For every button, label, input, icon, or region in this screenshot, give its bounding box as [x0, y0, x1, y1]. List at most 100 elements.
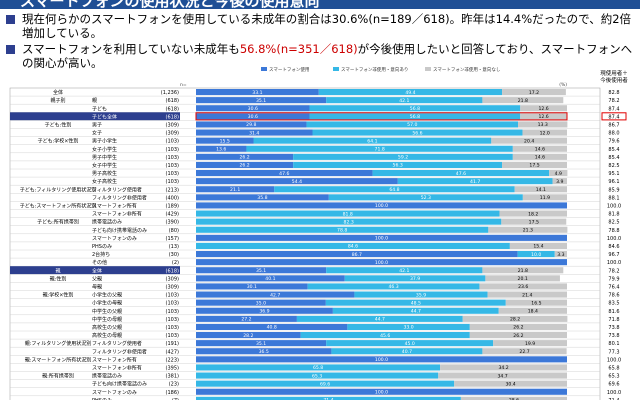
row-n-value: (157) [166, 236, 179, 242]
bar-segment [300, 332, 470, 339]
bar-segment [491, 137, 567, 144]
bar-segment [462, 315, 568, 322]
row-n-value: (427) [166, 349, 179, 355]
row-label: 中学生の母親 [92, 316, 122, 323]
bar-data-label: 26.2 [239, 155, 249, 161]
percent-unit-label: (%) [559, 82, 567, 88]
row-group-label: 親子別 [50, 97, 65, 104]
row-total-value: 87.4 [608, 114, 619, 120]
bar-data-label: 56.8 [410, 106, 420, 112]
bar-data-label: 54.4 [292, 179, 302, 185]
bar-data-label: 21.3 [523, 228, 533, 234]
bar-data-label: 86.7 [352, 252, 362, 258]
bar-data-label: 42.7 [270, 292, 280, 298]
bar-segment [309, 113, 521, 120]
row-group-label: 親 [55, 267, 60, 274]
bar-data-label: 30.4 [505, 381, 515, 387]
bar-data-label: 34.7 [498, 373, 508, 379]
row-total-value: 82.5 [608, 163, 619, 169]
row-n-value: (30) [169, 252, 179, 258]
title-bar: スマートフォンの使用状況と今後の使用意向 [0, 0, 640, 9]
bar-data-label: 52.3 [421, 195, 431, 201]
bar-data-label: 30.6 [248, 106, 258, 112]
bar-segment [196, 129, 313, 136]
row-n-value: (23) [169, 382, 179, 388]
bar-segment [307, 283, 480, 290]
bar-data-label: 82.3 [344, 219, 354, 225]
bar-segment [482, 97, 564, 104]
bar-segment [196, 242, 510, 249]
bar-data-label: 13.6 [216, 147, 226, 153]
bar-data-label: 35.1 [256, 341, 266, 347]
row-total-value: 96.7 [608, 252, 619, 258]
bar-data-label: 30.6 [248, 114, 258, 120]
bar-data-label: 15.4 [533, 244, 543, 250]
bar-data-label: 13.3 [538, 122, 548, 128]
bar-segment [318, 89, 503, 96]
bar-data-label: 100.0 [375, 390, 388, 396]
bar-segment [293, 161, 503, 168]
bar-segment [479, 283, 567, 290]
bar-data-label: 35.0 [256, 300, 266, 306]
bar-segment [196, 202, 567, 209]
bar-segment [520, 105, 567, 112]
bar-segment [196, 194, 329, 201]
row-highlight-bg [10, 266, 180, 275]
row-group-label: 親:フィルタリング使用状況別 [25, 340, 92, 347]
row-label: 女子中学生 [92, 162, 117, 169]
row-n-value: (309) [166, 123, 179, 129]
bar-segment [196, 226, 489, 233]
bar-data-label: 44.7 [375, 317, 385, 323]
bar-segment [246, 145, 513, 152]
bar-data-label: 71.8 [375, 147, 385, 153]
row-total-value: 81.6 [608, 309, 619, 315]
bar-data-label: 27.2 [241, 317, 251, 323]
row-label: スマートフォン所有 [92, 203, 137, 210]
bullet-square-icon [6, 15, 15, 24]
row-label: スマートフォン非所有 [92, 365, 142, 372]
row-n-value: (213) [166, 187, 179, 193]
row-n-value: (309) [166, 131, 179, 137]
row-total-value: 82.5 [608, 220, 619, 226]
bar-segment [196, 97, 327, 104]
bar-segment [306, 121, 519, 128]
bar-data-label: 28.2 [243, 333, 253, 339]
bar-data-label: 46.3 [388, 284, 398, 290]
bar-data-label: 40.1 [265, 276, 275, 282]
row-label: スマートフォン非所有 [92, 211, 142, 218]
bar-data-label: 26.2 [239, 163, 249, 169]
bar-segment [196, 178, 398, 185]
row-n-value: (103) [166, 139, 179, 145]
row-label: 2台持ち [92, 251, 110, 258]
bar-data-label: 31.4 [249, 130, 259, 136]
bar-data-label: 45.6 [380, 333, 390, 339]
bar-segment [196, 340, 327, 347]
row-label: 高校生の母親 [92, 332, 122, 339]
bar-segment [482, 267, 564, 274]
bar-data-label: 56.6 [412, 130, 422, 136]
bar-data-label: 84.6 [348, 244, 358, 250]
bar-segment [514, 186, 567, 193]
bar-data-label: 41.7 [470, 179, 480, 185]
row-label: フィルタリング非使用者 [92, 194, 147, 201]
bar-segment [505, 299, 567, 306]
row-total-value: 81.8 [608, 212, 619, 218]
row-total-value: 78.8 [608, 228, 619, 234]
row-label: 女子高校生 [92, 178, 117, 185]
row-n-value: (223) [166, 357, 179, 363]
row-label: 男子中学生 [92, 154, 117, 161]
bar-data-label: 19.9 [525, 341, 535, 347]
bar-data-label: 56.3 [393, 163, 403, 169]
bar-data-label: 65.8 [313, 365, 323, 371]
bullet-square-icon [6, 45, 15, 54]
bar-segment [196, 105, 310, 112]
row-n-value: (103) [166, 171, 179, 177]
legend-swatch-3 [425, 67, 431, 71]
bar-segment [196, 251, 518, 258]
bar-segment [512, 145, 567, 152]
bar-data-label: 64.1 [367, 138, 377, 144]
bar-segment [440, 364, 567, 371]
bar-data-label: 29.8 [246, 122, 256, 128]
bar-segment [196, 137, 254, 144]
row-total-value: 78.2 [608, 268, 619, 274]
